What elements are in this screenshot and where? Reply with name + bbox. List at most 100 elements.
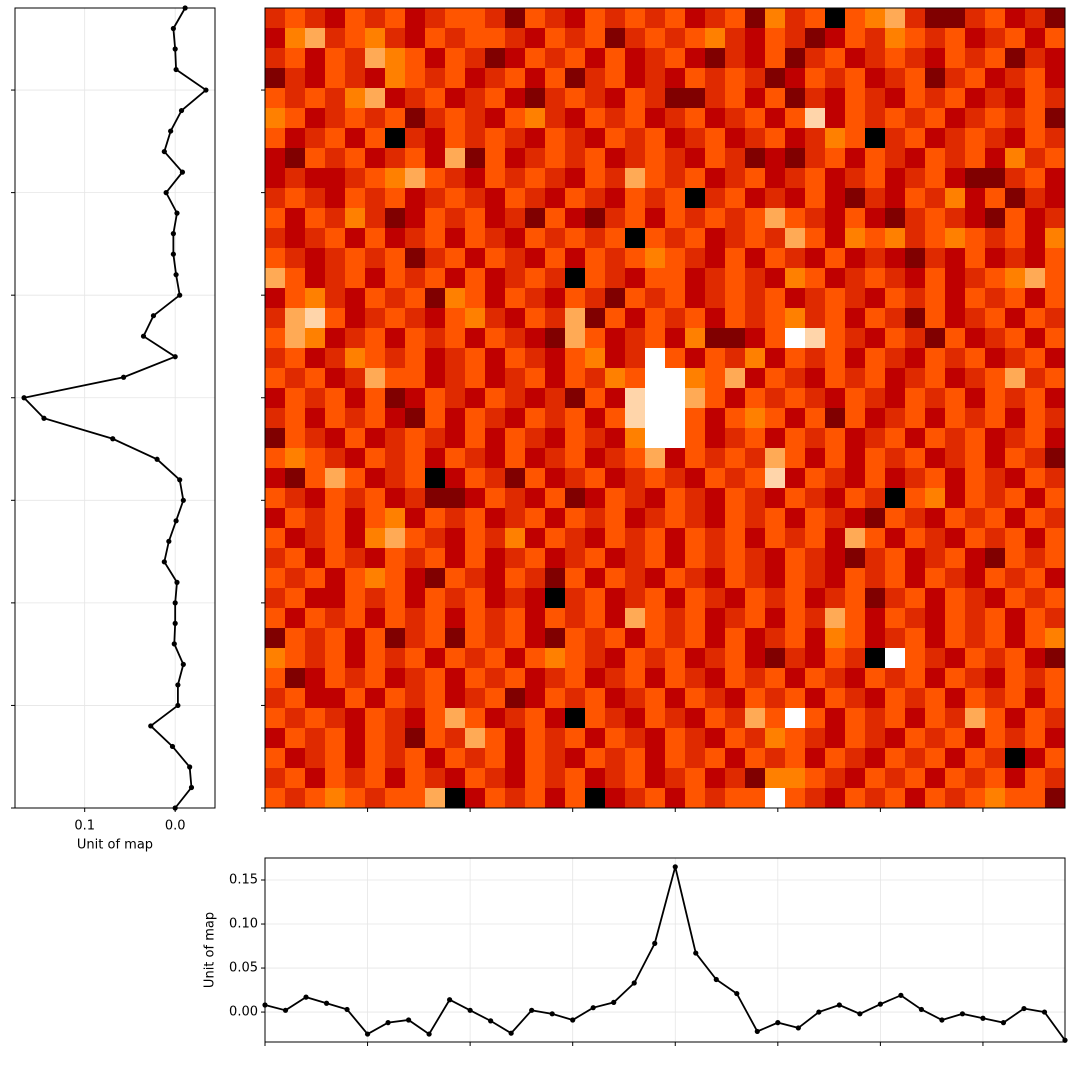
- heatmap-cell: [425, 688, 446, 709]
- heatmap-cell: [905, 8, 926, 29]
- heatmap-cell: [365, 568, 386, 589]
- heatmap-cell: [685, 368, 706, 389]
- heatmap-cell: [885, 768, 906, 789]
- heatmap-cell: [445, 288, 466, 309]
- heatmap-cell: [965, 488, 986, 509]
- heatmap-cell: [645, 548, 666, 569]
- heatmap-cell: [365, 728, 386, 749]
- heatmap-cell: [765, 68, 786, 89]
- heatmap-cell: [425, 208, 446, 229]
- y-axis-label: Unit of map: [203, 912, 218, 988]
- marker: [693, 950, 699, 956]
- heatmap-cell: [1045, 468, 1066, 489]
- heatmap-cell: [965, 348, 986, 369]
- heatmap-cell: [665, 248, 686, 269]
- heatmap-cell: [645, 408, 666, 429]
- heatmap-cell: [465, 228, 486, 249]
- heatmap-cell: [565, 728, 586, 749]
- heatmap-cell: [665, 588, 686, 609]
- heatmap-cell: [945, 168, 966, 189]
- marker: [734, 990, 740, 997]
- heatmap-cell: [385, 608, 406, 629]
- heatmap-cell: [345, 508, 366, 529]
- heatmap-cell: [1005, 728, 1026, 749]
- heatmap-cell: [1005, 688, 1026, 709]
- heatmap-cell: [1005, 288, 1026, 309]
- heatmap-cell: [285, 8, 306, 29]
- marker: [110, 436, 116, 442]
- heatmap-cell: [425, 268, 446, 289]
- heatmap-cell: [825, 228, 846, 249]
- heatmap-cell: [265, 568, 286, 589]
- heatmap-cell: [265, 288, 286, 309]
- heatmap-cell: [1025, 168, 1046, 189]
- heatmap-cell: [825, 688, 846, 709]
- heatmap-cell: [645, 488, 666, 509]
- heatmap-cell: [645, 208, 666, 229]
- heatmap-cell: [565, 568, 586, 589]
- heatmap-cell: [905, 228, 926, 249]
- heatmap-cell: [865, 128, 886, 149]
- heatmap-cell: [965, 588, 986, 609]
- heatmap-cell: [1045, 528, 1066, 549]
- marker: [180, 661, 186, 668]
- heatmap-cell: [405, 248, 426, 269]
- marker: [168, 128, 174, 134]
- marker: [303, 994, 309, 1000]
- heatmap-cell: [825, 488, 846, 509]
- heatmap-cell: [405, 508, 426, 529]
- heatmap-cell: [305, 228, 326, 249]
- heatmap-cell: [605, 28, 626, 49]
- heatmap-cell: [445, 148, 466, 169]
- heatmap-cell: [845, 28, 866, 49]
- heatmap-cell: [465, 728, 486, 749]
- heatmap-cell: [665, 408, 686, 429]
- heatmap-cell: [725, 688, 746, 709]
- marker: [172, 46, 178, 52]
- heatmap-cell: [305, 768, 326, 789]
- heatmap-cell: [625, 788, 646, 809]
- heatmap-cell: [545, 268, 566, 289]
- heatmap-cell: [465, 348, 486, 369]
- heatmap-cell: [365, 788, 386, 809]
- heatmap-cell: [345, 548, 366, 569]
- heatmap-cell: [665, 568, 686, 589]
- heatmap-cell: [265, 308, 286, 329]
- heatmap-cell: [425, 28, 446, 49]
- heatmap-cell: [885, 628, 906, 649]
- heatmap-cell: [305, 548, 326, 569]
- heatmap-cell: [925, 48, 946, 69]
- heatmap-cell: [745, 48, 766, 69]
- heatmap-cell: [885, 328, 906, 349]
- heatmap-cell: [965, 268, 986, 289]
- heatmap-cell: [765, 428, 786, 449]
- heatmap-cell: [285, 248, 306, 269]
- heatmap-cell: [365, 668, 386, 689]
- heatmap-cell: [945, 788, 966, 809]
- heatmap-cell: [525, 728, 546, 749]
- heatmap-cell: [1025, 68, 1046, 89]
- marker: [161, 559, 167, 565]
- heatmap-cell: [965, 48, 986, 69]
- heatmap-cell: [705, 388, 726, 409]
- heatmap-cell: [665, 288, 686, 309]
- heatmap-cell: [765, 148, 786, 169]
- heatmap-cell: [925, 328, 946, 349]
- heatmap-cell: [325, 348, 346, 369]
- heatmap-cell: [365, 528, 386, 549]
- heatmap-cell: [665, 28, 686, 49]
- heatmap-cell: [345, 108, 366, 129]
- heatmap-cell: [505, 768, 526, 789]
- heatmap-cell: [825, 588, 846, 609]
- heatmap-cell: [665, 188, 686, 209]
- heatmap-cell: [925, 568, 946, 589]
- heatmap-cell: [385, 588, 406, 609]
- heatmap-cell: [745, 88, 766, 109]
- marker: [41, 415, 47, 421]
- heatmap-cell: [845, 768, 866, 789]
- heatmap-cell: [265, 268, 286, 289]
- heatmap-cell: [965, 668, 986, 689]
- heatmap-cell: [345, 408, 366, 429]
- heatmap-cell: [1005, 768, 1026, 789]
- heatmap-cell: [505, 728, 526, 749]
